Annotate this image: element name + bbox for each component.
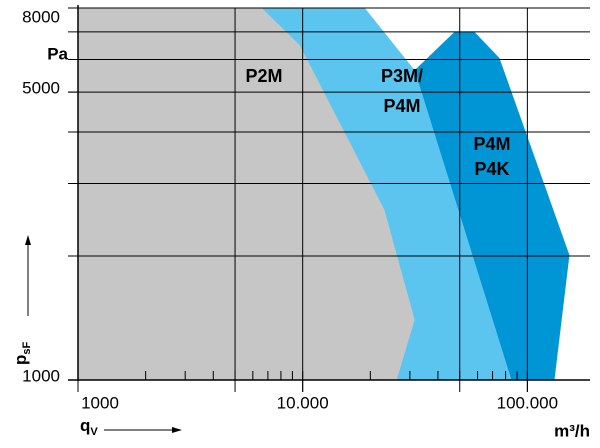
y-arrow-head xyxy=(25,235,31,245)
region-label: P4M xyxy=(383,96,420,116)
labels: P3M/P4M P4M P4K P2M 1000 5000 8000 1000 10.000 10… xyxy=(22,7,558,412)
y-label: psF xyxy=(11,341,32,365)
region-label: P2M xyxy=(245,66,282,86)
y-tick-label: 5000 xyxy=(22,79,60,98)
region xyxy=(414,31,570,380)
x-label-sub: V xyxy=(90,426,98,438)
y-label-sub: sF xyxy=(21,341,33,354)
x-tick-label: 100.000 xyxy=(497,393,558,412)
x-label: qV xyxy=(80,416,98,437)
grid xyxy=(68,7,590,392)
regions xyxy=(78,8,570,380)
region xyxy=(78,8,415,380)
region-label: P4M xyxy=(473,134,510,154)
region-label: P4K xyxy=(474,159,509,179)
x-tick-label: 10.000 xyxy=(277,393,329,412)
x-label-main: q xyxy=(80,416,90,435)
region-label: P3M/ xyxy=(381,66,423,86)
x-unit: m³/h xyxy=(554,421,590,440)
y-tick-label: 1000 xyxy=(22,366,60,385)
y-unit: Pa xyxy=(47,44,68,63)
x-tick-label: 1000 xyxy=(81,393,119,412)
x-arrow-head xyxy=(172,427,182,433)
y-tick-label: 8000 xyxy=(22,7,60,26)
y-label-main: p xyxy=(11,355,30,365)
